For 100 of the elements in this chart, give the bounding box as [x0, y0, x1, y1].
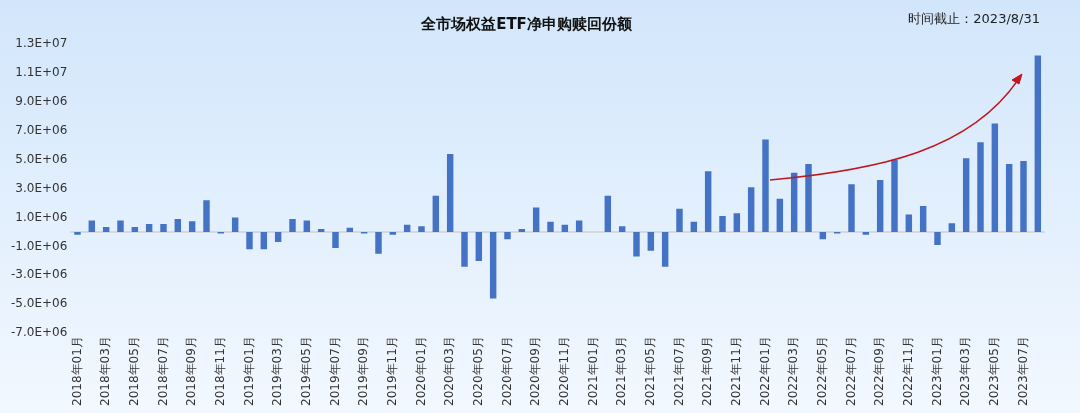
x-tick-label: 2019年03月: [270, 336, 285, 406]
x-tick-label: 2021年05月: [642, 336, 657, 406]
x-tick-label: 2020年03月: [442, 336, 457, 406]
y-tick-label: 1.1E+07: [15, 65, 68, 80]
bar: [203, 200, 210, 232]
bar: [805, 164, 812, 232]
bar: [117, 220, 124, 232]
bar: [604, 195, 612, 232]
bar: [733, 213, 741, 232]
bar: [948, 223, 956, 232]
x-tick-label: 2019年09月: [356, 336, 371, 406]
bar: [260, 231, 268, 250]
bar: [547, 221, 554, 232]
bar: [661, 231, 669, 267]
x-tick-label: 2022年11月: [900, 336, 915, 406]
bar: [317, 229, 325, 232]
bar: [504, 231, 511, 240]
bar: [790, 172, 798, 232]
x-tick-label: 2022年01月: [757, 336, 772, 406]
bar: [1034, 55, 1042, 232]
x-tick-label: 2019年11月: [384, 336, 399, 406]
bar: [704, 171, 712, 232]
bar: [905, 214, 913, 232]
bar: [919, 205, 927, 232]
x-tick-label: 2019年07月: [327, 336, 342, 406]
bar: [719, 216, 726, 232]
bar: [88, 220, 96, 232]
bar: [231, 217, 239, 232]
bar: [446, 153, 454, 232]
bar: [747, 187, 755, 232]
bar: [690, 221, 698, 232]
bar: [1020, 161, 1027, 232]
bar: [475, 231, 483, 261]
y-tick-label: -1.0E+06: [10, 238, 68, 253]
bar: [274, 231, 282, 243]
x-tick-label: 2019年01月: [241, 336, 256, 406]
bar: [332, 231, 339, 248]
bar: [776, 198, 784, 232]
x-tick-label: 2020年09月: [528, 336, 543, 406]
y-tick-label: 9.0E+06: [15, 93, 68, 108]
y-tick-label: 5.0E+06: [15, 151, 68, 166]
x-tick-label: 2023年01月: [929, 336, 944, 406]
bar: [934, 231, 941, 245]
x-tick-label: 2018年09月: [184, 336, 199, 406]
bar: [633, 231, 640, 257]
x-tick-label: 2019年05月: [298, 336, 313, 406]
x-tick-label: 2022年07月: [843, 336, 858, 406]
x-tick-label: 2020年11月: [556, 336, 571, 406]
x-tick-label: 2020年07月: [499, 336, 514, 406]
bar: [962, 158, 970, 232]
bar: [246, 231, 253, 250]
bar: [389, 231, 397, 235]
bar: [461, 231, 468, 267]
y-tick-label: -3.0E+06: [10, 267, 68, 282]
x-tick-label: 2020年01月: [413, 336, 428, 406]
x-tick-label: 2018年01月: [69, 336, 84, 406]
bar: [432, 195, 440, 232]
bar: [876, 179, 884, 232]
x-tick-label: 2018年11月: [212, 336, 227, 406]
bar: [418, 226, 425, 232]
bar: [848, 184, 855, 232]
bar: [74, 231, 81, 235]
x-tick-label: 2021年03月: [614, 336, 629, 406]
x-tick-label: 2018年07月: [155, 336, 170, 406]
bar: [575, 220, 583, 232]
x-tick-label: 2018年05月: [126, 336, 141, 406]
text: 时间截止：2023/8/31: [908, 10, 1040, 28]
y-tick-label: -5.0E+06: [10, 296, 68, 311]
bar: [489, 231, 497, 299]
bar: [991, 123, 999, 232]
bar: [762, 139, 769, 232]
x-tick-label: 2023年07月: [1015, 336, 1030, 406]
bar: [289, 218, 296, 232]
bar: [188, 221, 196, 232]
bar: [303, 220, 311, 232]
x-tick-label: 2022年03月: [786, 336, 801, 406]
bar: [131, 226, 139, 232]
x-tick-label: 2020年05月: [470, 336, 485, 406]
y-tick-label: 3.0E+06: [15, 180, 68, 195]
y-tick-label: -7.0E+06: [10, 325, 68, 340]
bar: [518, 229, 526, 232]
y-tick-label: 7.0E+06: [15, 122, 68, 137]
x-tick-label: 2022年09月: [872, 336, 887, 406]
bar: [532, 207, 540, 232]
bar: [676, 208, 683, 232]
bar: [375, 231, 382, 254]
bar: [160, 224, 167, 232]
x-tick-label: 2022年05月: [814, 336, 829, 406]
bar: [174, 218, 182, 232]
bar: [618, 226, 626, 232]
x-tick-label: 2021年07月: [671, 336, 686, 406]
bar: [102, 226, 110, 232]
y-tick-label: 1.0E+06: [15, 209, 68, 224]
bar: [891, 159, 898, 232]
x-tick-label: 2021年01月: [585, 336, 600, 406]
bar: [862, 231, 870, 235]
y-tick-label: 1.3E+07: [15, 36, 68, 51]
x-tick-label: 2023年05月: [986, 336, 1001, 406]
x-tick-label: 2021年09月: [700, 336, 715, 406]
bar: [145, 224, 153, 232]
